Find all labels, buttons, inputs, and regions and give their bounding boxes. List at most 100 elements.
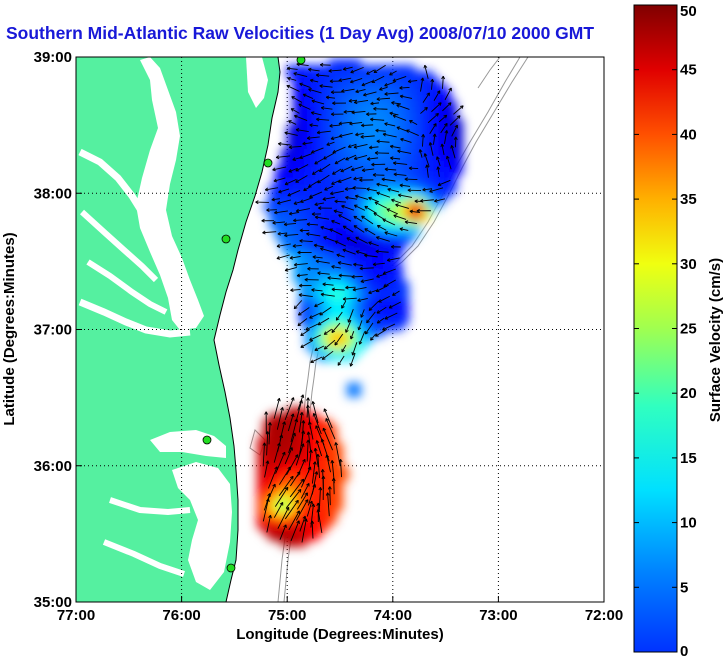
velocity-cell [335, 233, 343, 241]
velocity-arrow [355, 236, 368, 244]
velocity-cell [317, 107, 325, 115]
velocity-cell [263, 491, 271, 499]
velocity-arrow [289, 255, 301, 260]
velocity-cell [311, 521, 319, 529]
velocity-cell [425, 173, 433, 181]
velocity-cell [335, 503, 343, 511]
velocity-cell [269, 467, 277, 475]
velocity-arrow [355, 132, 364, 137]
velocity-cell [263, 419, 271, 427]
velocity-cell [269, 215, 277, 223]
velocity-cell [281, 443, 289, 451]
velocity-arrow [338, 273, 352, 278]
velocity-cell [425, 137, 433, 145]
velocity-cell [299, 485, 307, 493]
velocity-cell [401, 227, 409, 235]
velocity-cell [359, 305, 367, 313]
velocity-cell [335, 317, 343, 325]
velocity-cell [305, 281, 313, 289]
velocity-cell [383, 197, 391, 205]
velocity-arrow [334, 199, 346, 204]
velocity-cell [311, 155, 319, 163]
velocity-cell [293, 251, 301, 259]
velocity-cell [269, 197, 277, 205]
velocity-cell [305, 335, 313, 343]
velocity-arrow [389, 70, 397, 76]
velocity-arrow [323, 408, 333, 429]
velocity-cell [317, 215, 325, 223]
velocity-cell [341, 251, 349, 259]
velocity-cell [341, 323, 349, 331]
velocity-cell [329, 65, 337, 73]
velocity-cell [395, 239, 403, 247]
velocity-cell [275, 485, 283, 493]
velocity-cell [293, 437, 301, 445]
velocity-cell [359, 251, 367, 259]
velocity-arrow [327, 276, 341, 280]
velocity-cell [281, 509, 289, 517]
velocity-cell [401, 125, 409, 133]
velocity-arrow [264, 460, 270, 478]
velocity-arrow [338, 459, 343, 478]
velocity-cell [335, 71, 343, 79]
velocity-cell [377, 245, 385, 253]
velocity-arrow [345, 154, 357, 161]
velocity-cell [299, 149, 307, 157]
velocity-arrow [376, 306, 387, 314]
velocity-cell [341, 209, 349, 217]
velocity-cell [329, 473, 337, 481]
velocity-cell [353, 149, 361, 157]
velocity-arrow [399, 183, 411, 188]
velocity-cell [395, 311, 403, 319]
velocity-cell [275, 515, 283, 523]
velocity-cell [323, 119, 331, 127]
velocity-cell [347, 323, 355, 331]
velocity-cell [359, 197, 367, 205]
velocity-cell [431, 83, 439, 91]
velocity-cell [335, 191, 343, 199]
velocity-cell [437, 113, 445, 121]
velocity-cell [401, 299, 409, 307]
velocity-cell [305, 191, 313, 199]
velocity-cell [389, 299, 397, 307]
velocity-cell [377, 323, 385, 331]
velocity-cell [371, 275, 379, 283]
velocity-cell [347, 299, 355, 307]
velocity-cell [377, 143, 385, 151]
velocity-cell [299, 65, 307, 73]
velocity-arrow [392, 290, 400, 296]
velocity-cell [329, 257, 337, 265]
velocity-cell [425, 149, 433, 157]
velocity-cell [293, 425, 301, 433]
velocity-cell [383, 107, 391, 115]
radar-site-marker [296, 57, 306, 65]
velocity-cell [377, 167, 385, 175]
velocity-cell [365, 245, 373, 253]
velocity-cell [287, 215, 295, 223]
velocity-cell [359, 161, 367, 169]
velocity-cell [365, 113, 373, 121]
velocity-cell [353, 95, 361, 103]
velocity-cell [323, 191, 331, 199]
velocity-cell [317, 467, 325, 475]
velocity-cell [311, 527, 319, 535]
velocity-cell [413, 143, 421, 151]
velocity-cell [287, 539, 295, 547]
velocity-arrow [322, 196, 336, 201]
velocity-cell [347, 287, 355, 295]
velocity-cell [281, 491, 289, 499]
velocity-cell [335, 59, 343, 67]
velocity-cell [281, 179, 289, 187]
velocity-cell [359, 125, 367, 133]
velocity-cell [443, 131, 451, 139]
velocity-cell [293, 191, 301, 199]
velocity-cell [323, 509, 331, 517]
velocity-cell [341, 263, 349, 271]
velocity-cell [317, 473, 325, 481]
velocity-cell [425, 71, 433, 79]
velocity-cell [371, 185, 379, 193]
velocity-arrow [288, 168, 298, 173]
velocity-cell [389, 83, 397, 91]
velocity-arrow [431, 102, 442, 113]
velocity-cell [305, 167, 313, 175]
